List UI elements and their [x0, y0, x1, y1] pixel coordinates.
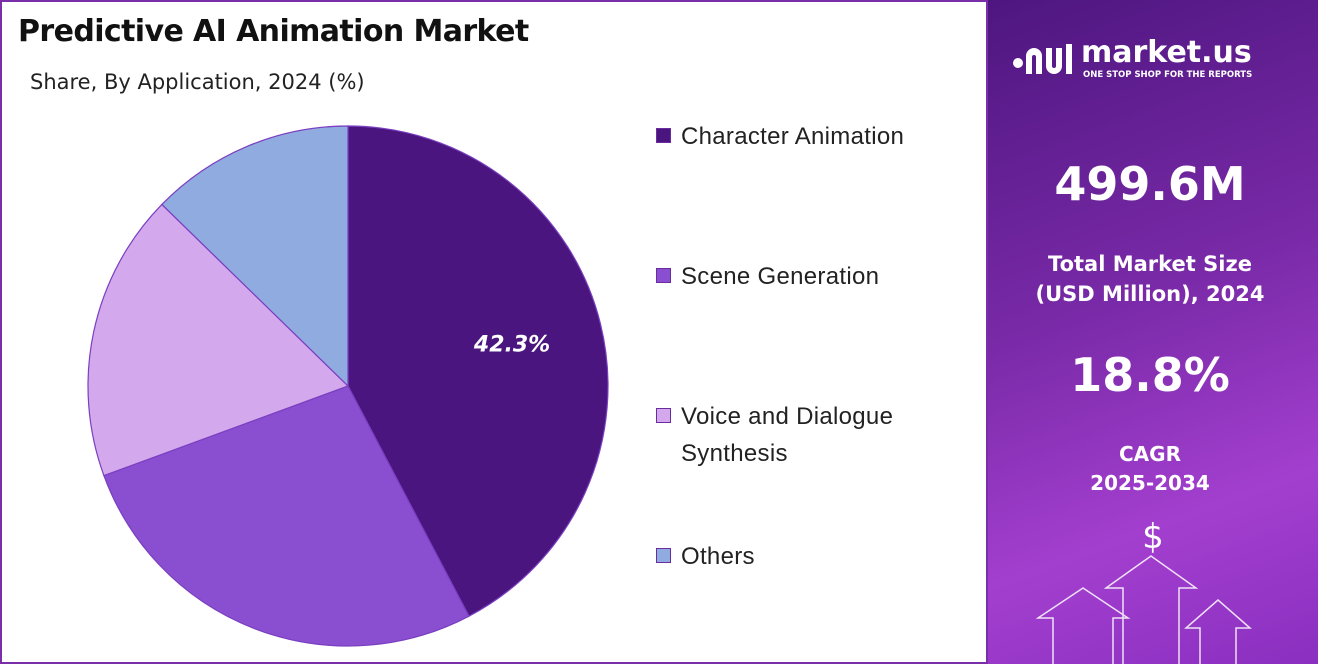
legend-swatch — [656, 408, 671, 423]
legend-label: Character Animation — [681, 123, 905, 150]
dollar-icon: $ — [1142, 517, 1164, 557]
cagr-label: CAGR — [1119, 442, 1181, 466]
slice-label: 42.3% — [473, 333, 550, 358]
side-panel-graphics: market.us ONE STOP SHOP FOR THE REPORTS … — [1013, 35, 1265, 664]
legend-label: Voice and Dialogue Synthesis — [681, 403, 894, 467]
legend-item: Others — [656, 538, 943, 575]
brand-logo — [1013, 44, 1072, 74]
legend-item: Scene Generation — [656, 258, 943, 295]
chart-title: Predictive AI Animation Market — [18, 14, 529, 49]
legend-swatch — [656, 268, 671, 283]
side-panel: market.us ONE STOP SHOP FOR THE REPORTS … — [988, 0, 1318, 664]
legend-swatch — [656, 128, 671, 143]
cagr-label: 2025-2034 — [1090, 471, 1210, 495]
brand-name: market.us — [1081, 35, 1252, 70]
pie-slice — [87, 203, 350, 477]
legend-swatch — [656, 548, 671, 563]
legend-label: Scene Generation — [681, 263, 880, 290]
pie-slice — [161, 125, 349, 388]
pie-slice — [347, 125, 609, 617]
arrows-decoration — [1035, 555, 1252, 664]
legend-label: Others — [681, 543, 755, 570]
market-size-label: (USD Million), 2024 — [1036, 282, 1265, 306]
chart-panel: Predictive AI Animation Market Share, By… — [0, 0, 988, 664]
legend-item: Character Animation — [656, 118, 943, 155]
pie-chart: 42.3% — [87, 125, 609, 647]
cagr-value: 18.8% — [1070, 348, 1230, 402]
legend-item: Voice and Dialogue Synthesis — [656, 398, 943, 472]
chart-subtitle: Share, By Application, 2024 (%) — [30, 70, 365, 94]
market-size-label: Total Market Size — [1048, 252, 1252, 276]
pie-slice — [103, 385, 470, 647]
brand-tagline: ONE STOP SHOP FOR THE REPORTS — [1083, 70, 1252, 80]
market-size: 499.6M — [1054, 157, 1245, 211]
